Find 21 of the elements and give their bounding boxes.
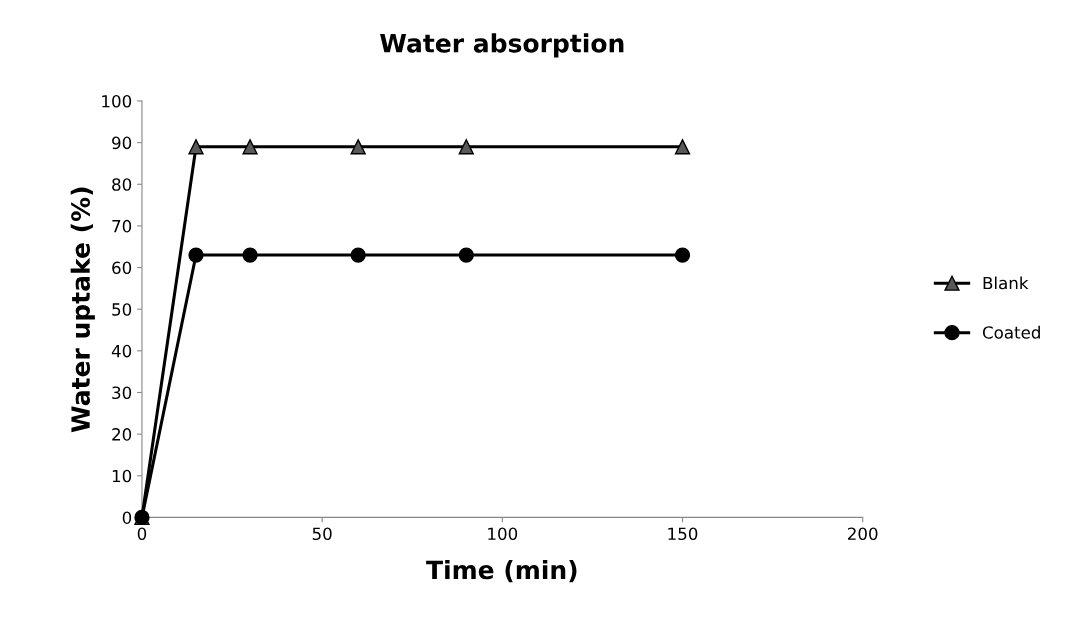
y-tick-label: 70: [112, 219, 132, 233]
y-tick-label: 80: [112, 178, 132, 191]
x-tick-label: 50: [312, 527, 332, 541]
y-tick-label: 0: [122, 511, 132, 524]
chart-title: Water absorption: [380, 33, 624, 58]
y-tick-label: 40: [111, 344, 132, 358]
y-tick-label: 30: [112, 386, 132, 400]
y-axis-title: Water uptake (%): [70, 187, 95, 433]
x-axis-title: Time (min): [426, 559, 577, 583]
y-tick-label: 50: [112, 303, 132, 316]
y-tick-label: 90: [112, 136, 132, 150]
x-tick-label: 0: [137, 527, 147, 541]
legend-label: Coated: [982, 325, 1040, 339]
y-tick-label: 60: [112, 261, 132, 275]
y-tick-label: 10: [112, 469, 132, 483]
x-tick-label: 200: [848, 527, 878, 541]
x-tick-label: 150: [668, 527, 698, 541]
x-tick-label: 100: [488, 527, 518, 541]
y-tick-label: 20: [112, 428, 132, 441]
legend-label: Blank: [983, 276, 1029, 290]
y-tick-label: 100: [102, 94, 132, 108]
